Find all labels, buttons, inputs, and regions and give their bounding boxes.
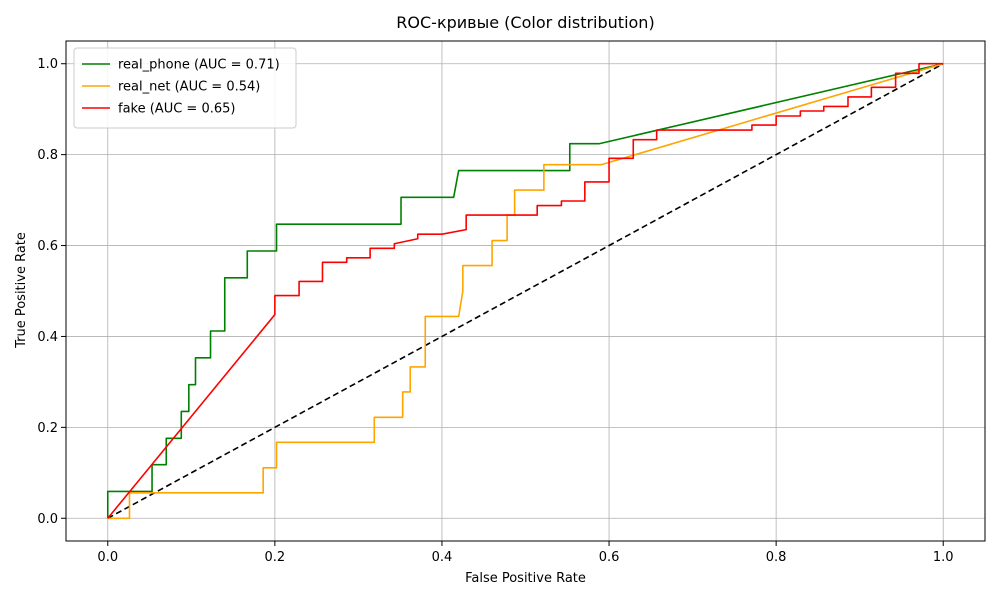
x-tick-label: 0.4	[432, 550, 453, 565]
x-tick-label: 0.2	[265, 550, 286, 565]
series-layer	[106, 62, 944, 520]
y-tick-label: 0.8	[37, 148, 58, 163]
legend-box	[73, 47, 297, 129]
x-axis-label: False Positive Rate	[465, 571, 586, 586]
grid	[66, 41, 985, 541]
chance-diagonal-line	[107, 63, 944, 519]
y-tick-label: 0.6	[37, 239, 58, 254]
series-line-2	[107, 62, 944, 519]
ticks: 0.0 0.2 0.4 0.6 0.8 1.0 0.0 0.2 0.4 0.6 0.8 1.0	[37, 57, 953, 565]
y-tick-label: 1.0	[37, 57, 58, 72]
legend-label: real_net (AUC = 0.54)	[118, 80, 260, 95]
y-tick-label: 0.2	[37, 421, 58, 436]
y-tick-label: 0.0	[37, 512, 58, 527]
series-line-0	[106, 62, 944, 519]
legend-label: fake (AUC = 0.65)	[118, 102, 235, 117]
plot-frame	[65, 40, 986, 542]
x-tick-label: 0.6	[599, 550, 620, 565]
series-line-1	[107, 62, 944, 520]
y-axis-label: True Positive Rate	[14, 232, 29, 349]
x-tick-label: 1.0	[933, 550, 954, 565]
legend: real_phone (AUC = 0.71) real_net (AUC = 0…	[73, 47, 297, 129]
y-tick-label: 0.4	[37, 330, 58, 345]
x-tick-label: 0.8	[766, 550, 787, 565]
x-tick-label: 0.0	[97, 550, 118, 565]
legend-label: real_phone (AUC = 0.71)	[118, 58, 280, 73]
chart-title: ROC-кривые (Color distribution)	[396, 13, 654, 32]
